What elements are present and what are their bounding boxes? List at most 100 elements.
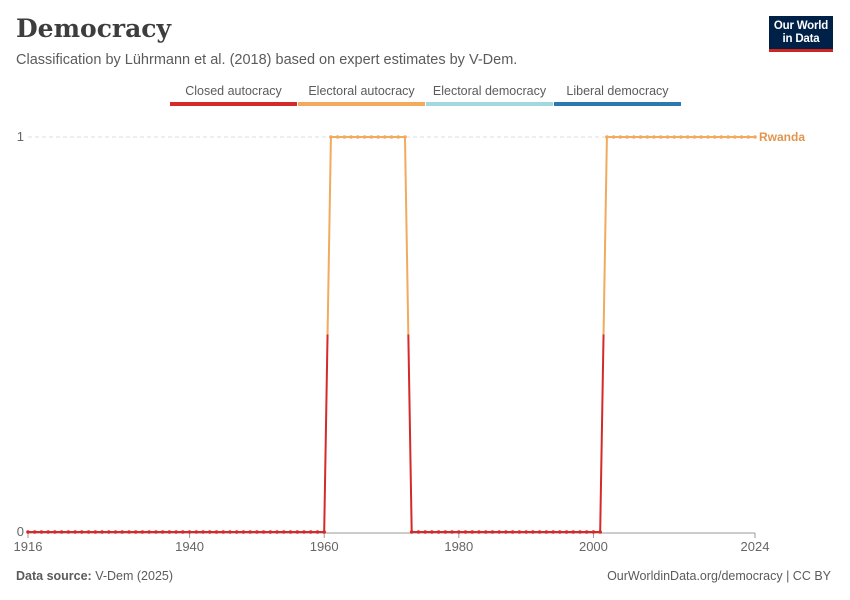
legend-item-closed-autocracy[interactable]: Closed autocracy: [170, 84, 297, 106]
data-point[interactable]: [531, 530, 535, 534]
data-point[interactable]: [557, 530, 562, 534]
data-point[interactable]: [625, 135, 629, 139]
data-point[interactable]: [436, 530, 441, 534]
data-point[interactable]: [584, 530, 589, 534]
data-point[interactable]: [443, 530, 448, 534]
data-point[interactable]: [692, 135, 697, 139]
data-point[interactable]: [746, 135, 751, 139]
data-point[interactable]: [719, 135, 724, 139]
data-point[interactable]: [382, 135, 387, 139]
data-point[interactable]: [504, 530, 508, 534]
data-point[interactable]: [389, 135, 394, 139]
data-point[interactable]: [308, 530, 313, 534]
data-point[interactable]: [551, 530, 555, 534]
data-point[interactable]: [524, 530, 528, 534]
data-point[interactable]: [26, 530, 30, 534]
data-point[interactable]: [423, 530, 427, 534]
series-transition[interactable]: [403, 136, 410, 335]
legend-item-liberal-democracy[interactable]: Liberal democracy: [554, 84, 681, 106]
data-point[interactable]: [221, 530, 226, 534]
series-transition[interactable]: [326, 136, 332, 335]
data-point[interactable]: [356, 135, 360, 139]
data-point[interactable]: [706, 135, 710, 139]
data-point[interactable]: [133, 530, 138, 534]
data-point[interactable]: [658, 135, 663, 139]
data-point[interactable]: [490, 530, 495, 534]
data-point[interactable]: [32, 530, 37, 534]
data-point[interactable]: [376, 135, 380, 139]
data-point[interactable]: [302, 530, 306, 534]
data-point[interactable]: [679, 135, 683, 139]
footer-link[interactable]: OurWorldinData.org/democracy | CC BY: [607, 569, 831, 583]
data-point[interactable]: [181, 530, 185, 534]
data-point[interactable]: [288, 530, 293, 534]
data-point[interactable]: [39, 530, 44, 534]
data-point[interactable]: [665, 135, 670, 139]
data-point[interactable]: [632, 135, 636, 139]
data-point[interactable]: [739, 135, 744, 139]
data-point[interactable]: [100, 530, 104, 534]
data-point[interactable]: [477, 530, 481, 534]
data-point[interactable]: [261, 530, 266, 534]
data-point[interactable]: [53, 530, 57, 534]
data-point[interactable]: [194, 530, 199, 534]
data-point[interactable]: [174, 530, 178, 534]
data-point[interactable]: [46, 530, 50, 534]
data-point[interactable]: [140, 530, 145, 534]
data-point[interactable]: [369, 135, 374, 139]
legend-item-electoral-autocracy[interactable]: Electoral autocracy: [298, 84, 425, 106]
series-transition[interactable]: [407, 334, 413, 533]
data-point[interactable]: [201, 530, 205, 534]
data-point[interactable]: [396, 135, 401, 139]
data-point[interactable]: [342, 135, 347, 139]
data-point[interactable]: [268, 530, 273, 534]
data-point[interactable]: [611, 135, 616, 139]
data-point[interactable]: [106, 530, 111, 534]
data-point[interactable]: [248, 530, 252, 534]
data-point[interactable]: [753, 135, 757, 139]
data-source-value[interactable]: V-Dem (2025): [95, 569, 174, 583]
data-point[interactable]: [685, 135, 690, 139]
data-point[interactable]: [127, 530, 131, 534]
data-point[interactable]: [234, 530, 239, 534]
data-point[interactable]: [591, 530, 596, 534]
data-point[interactable]: [228, 530, 232, 534]
series-transition[interactable]: [602, 136, 608, 335]
data-point[interactable]: [167, 530, 172, 534]
data-point[interactable]: [638, 135, 643, 139]
data-point[interactable]: [295, 530, 300, 534]
data-point[interactable]: [335, 135, 340, 139]
data-point[interactable]: [470, 530, 475, 534]
data-point[interactable]: [59, 530, 64, 534]
data-point[interactable]: [712, 135, 717, 139]
data-point[interactable]: [93, 530, 98, 534]
data-point[interactable]: [457, 530, 461, 534]
data-point[interactable]: [463, 530, 468, 534]
series-transition[interactable]: [599, 334, 605, 533]
data-point[interactable]: [80, 530, 84, 534]
data-point[interactable]: [652, 135, 656, 139]
data-point[interactable]: [275, 530, 279, 534]
series-rwanda[interactable]: Rwanda: [26, 130, 805, 534]
data-point[interactable]: [349, 135, 353, 139]
data-point[interactable]: [537, 530, 542, 534]
legend-item-electoral-democracy[interactable]: Electoral democracy: [426, 84, 553, 106]
data-point[interactable]: [315, 530, 320, 534]
data-point[interactable]: [699, 135, 703, 139]
data-point[interactable]: [571, 530, 576, 534]
data-point[interactable]: [86, 530, 91, 534]
data-point[interactable]: [207, 530, 212, 534]
data-point[interactable]: [645, 135, 650, 139]
data-point[interactable]: [483, 530, 488, 534]
data-point[interactable]: [113, 530, 118, 534]
data-point[interactable]: [497, 530, 502, 534]
data-point[interactable]: [154, 530, 158, 534]
data-point[interactable]: [726, 135, 730, 139]
data-point[interactable]: [544, 530, 549, 534]
data-point[interactable]: [281, 530, 286, 534]
data-point[interactable]: [255, 530, 259, 534]
data-point[interactable]: [733, 135, 737, 139]
data-point[interactable]: [672, 135, 677, 139]
data-point[interactable]: [450, 530, 454, 534]
data-point[interactable]: [241, 530, 246, 534]
